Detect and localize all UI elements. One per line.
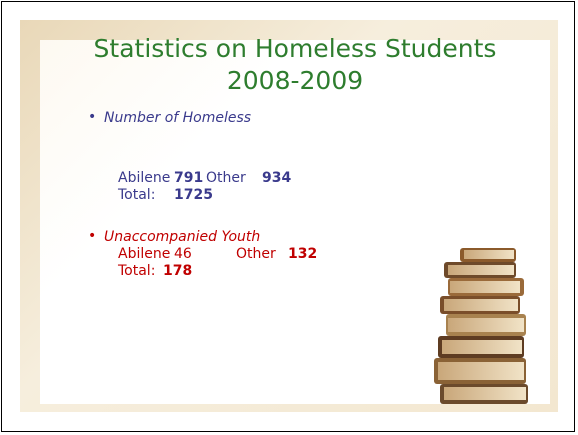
value: 132 [288,246,318,262]
value: 178 [163,263,193,279]
value: 46 [174,246,192,262]
value: 934 [262,170,292,186]
value: 791 [174,170,204,186]
bullet-heading: Unaccompanied Youth [104,229,261,245]
title-line: 2008-2009 [226,66,364,95]
label: Abilene [118,246,171,262]
book-pages [450,281,520,293]
label: Other [236,246,276,262]
value: 1725 [174,187,213,203]
book-stack [434,248,528,404]
book-pages [448,265,514,275]
label: Other [206,170,246,186]
title-line: Statistics on Homeless Students [93,34,497,63]
bullet: • [88,228,97,244]
book-pages [464,250,514,259]
label: Total: [118,263,156,279]
label: Abilene [118,170,171,186]
book-pages [444,387,526,400]
book-pages [438,362,524,380]
book-pages [442,340,522,354]
bullet: • [88,109,97,125]
bullet-heading: Number of Homeless [104,110,252,126]
label: Total: [118,187,156,203]
book-pages [448,318,524,332]
book-pages [444,299,518,311]
